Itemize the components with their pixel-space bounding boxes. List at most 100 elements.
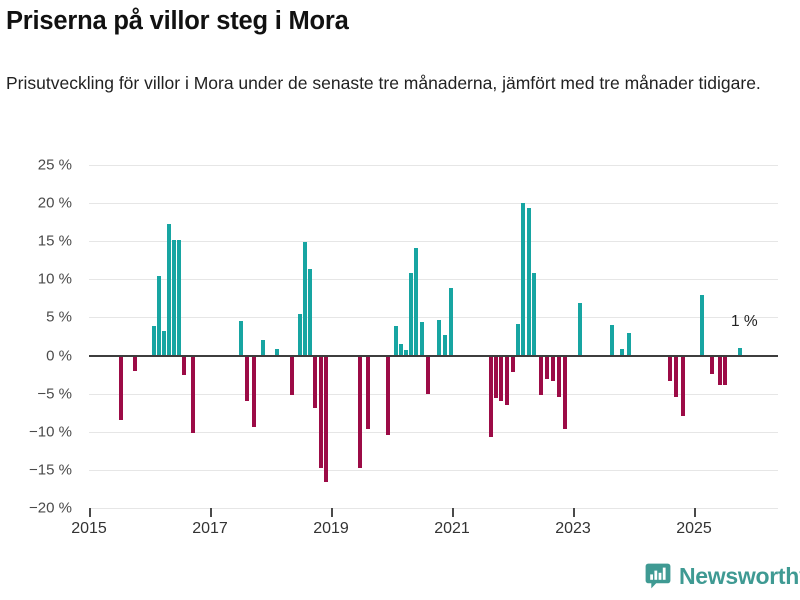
chart-bar — [527, 208, 531, 356]
last-value-annotation: 1 % — [731, 313, 758, 330]
x-axis-label: 2023 — [555, 520, 591, 537]
chart-bar — [443, 334, 447, 356]
chart-bar — [489, 355, 493, 438]
x-axis-tick — [452, 508, 454, 517]
y-axis-label: −10 % — [29, 423, 72, 441]
gridline — [89, 241, 778, 243]
chart-bar — [157, 276, 161, 356]
y-axis-label: −20 % — [29, 499, 72, 517]
chart-bar — [505, 355, 509, 406]
gridline — [89, 431, 778, 433]
chart-bar — [386, 355, 390, 435]
chart-bar — [239, 321, 243, 356]
y-axis-label: −15 % — [29, 461, 72, 479]
newsworthy-logo: Newsworthy — [645, 563, 800, 589]
page-title: Priserna på villor steg i Mora — [6, 7, 349, 35]
chart-bar — [152, 325, 156, 356]
chart-bar — [521, 203, 525, 356]
chart-bar — [674, 355, 678, 397]
chart-bar — [409, 273, 413, 356]
chart-bar — [119, 355, 123, 421]
x-axis-label: 2025 — [676, 520, 712, 537]
gridline — [89, 317, 778, 319]
chart-bar — [723, 355, 727, 386]
chart-bar — [437, 320, 441, 356]
chart-bar — [252, 355, 256, 428]
chart-bar — [449, 288, 453, 356]
chart-bar — [275, 349, 279, 356]
x-axis-tick — [694, 508, 696, 517]
chart-bar — [319, 355, 323, 469]
x-axis-tick — [210, 508, 212, 517]
chart-bar — [499, 355, 503, 401]
chart-bar — [563, 355, 567, 429]
chart-bar — [394, 325, 398, 356]
y-axis-label: 15 % — [37, 232, 72, 250]
chart-bar — [426, 355, 430, 395]
gridline — [89, 279, 778, 281]
chart-bar — [532, 273, 536, 356]
chart-bar — [177, 239, 181, 356]
chart-bar — [627, 333, 631, 356]
chart-bar — [668, 355, 672, 381]
y-axis-label: 20 % — [37, 194, 72, 212]
chart-bar — [313, 355, 317, 409]
gridline — [89, 508, 778, 509]
chart-bar — [511, 355, 515, 373]
x-axis-tick — [89, 508, 91, 517]
chart-bar — [245, 355, 249, 401]
chart-bar — [366, 355, 370, 430]
chart-bar — [133, 355, 137, 371]
chart-bar — [738, 347, 742, 356]
chart-bar — [494, 355, 498, 399]
y-axis-label: 10 % — [37, 270, 72, 288]
x-axis-label: 2015 — [71, 520, 107, 537]
chart-bar — [303, 241, 307, 356]
chart-bar — [172, 240, 176, 356]
chart-bar — [399, 344, 403, 356]
chart-bar — [182, 355, 186, 376]
chart-bar — [162, 331, 166, 356]
page-subtitle: Prisutveckling för villor i Mora under d… — [6, 73, 761, 93]
chart-bar — [700, 295, 704, 356]
x-axis-tick — [573, 508, 575, 517]
chart-bar — [610, 325, 614, 356]
chart-bar — [557, 355, 561, 397]
chart-bar — [261, 340, 265, 356]
chart-bar — [167, 224, 171, 356]
gridline — [89, 203, 778, 205]
y-axis-label: 5 % — [46, 308, 72, 326]
plot-area: 25 % 20 % 15 % 10 % 5 % 0 % −5 % −10 % −15 % −20 … — [29, 157, 778, 537]
x-axis-label: 2017 — [192, 520, 228, 537]
chart-bar — [191, 355, 195, 434]
chart-bar — [718, 355, 722, 386]
x-axis-tick — [331, 508, 333, 517]
chart-bar — [545, 355, 549, 380]
chart-bar — [551, 355, 555, 382]
chart-bar — [539, 355, 543, 396]
chart-bar — [710, 355, 714, 374]
gridline — [89, 393, 778, 395]
x-axis-label: 2019 — [313, 520, 349, 537]
y-axis-label: −5 % — [37, 385, 72, 403]
chart-bar — [358, 355, 362, 469]
chart-bar — [578, 302, 582, 356]
chart-bar — [290, 355, 294, 396]
bar-chart-bubble-icon — [645, 563, 671, 589]
logo-wordmark: Newsworthy — [679, 562, 800, 589]
gridline — [89, 469, 778, 471]
chart-bar — [308, 269, 312, 356]
gridline — [89, 165, 778, 166]
chart-bar — [404, 350, 408, 356]
y-axis-label: 0 % — [46, 347, 72, 365]
y-axis-label: 25 % — [37, 156, 72, 174]
chart-bar — [681, 355, 685, 416]
chart-bar — [324, 355, 328, 483]
chart-bar — [298, 314, 302, 356]
chart-bar — [620, 348, 624, 356]
bar-chart: 25 % 20 % 15 % 10 % 5 % 0 % −5 % −10 % −15 % −20 … — [0, 150, 800, 550]
x-axis-label: 2021 — [434, 520, 470, 537]
chart-bar — [420, 322, 424, 356]
chart-bar — [414, 248, 418, 356]
